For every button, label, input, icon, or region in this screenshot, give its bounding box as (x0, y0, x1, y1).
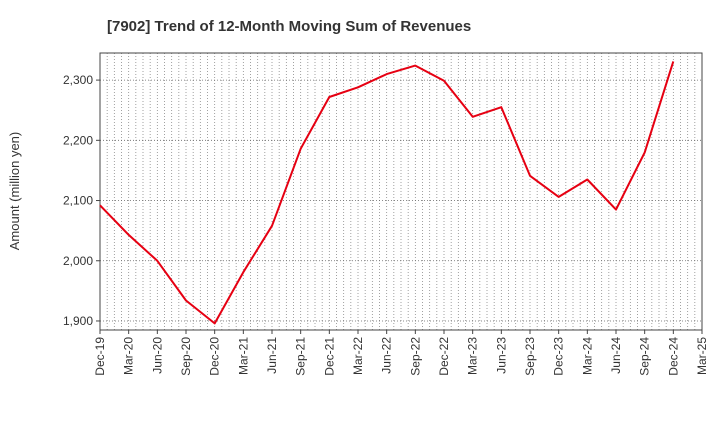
x-tick-label: Dec-24 (666, 337, 680, 376)
x-tick-label: Dec-19 (93, 337, 107, 376)
y-axis-label: Amount (million yen) (7, 132, 22, 251)
y-tick-label: 2,100 (63, 194, 93, 208)
x-tick-label: Mar-20 (122, 337, 136, 375)
y-tick-label: 1,900 (63, 314, 93, 328)
x-tick-label: Sep-24 (638, 337, 652, 376)
series-layer (99, 61, 675, 325)
y-tick-label: 2,300 (63, 73, 93, 87)
x-tick-label: Jun-21 (265, 337, 279, 374)
x-tick-label: Sep-21 (294, 337, 308, 376)
x-tick-label: Mar-23 (466, 337, 480, 375)
chart-title: [7902] Trend of 12-Month Moving Sum of R… (107, 18, 471, 35)
x-tick-label: Sep-22 (408, 337, 422, 376)
x-tick-label: Dec-21 (322, 337, 336, 376)
x-tick-label: Dec-22 (437, 337, 451, 376)
x-tick-label: Mar-22 (351, 337, 365, 375)
y-tick-label: 2,200 (63, 133, 93, 147)
x-tick-label: Mar-25 (695, 337, 709, 375)
grid-lines (100, 53, 702, 330)
x-tick-label: Jun-20 (150, 337, 164, 374)
x-tick-label: Mar-24 (580, 337, 594, 375)
x-tick-label: Dec-20 (208, 337, 222, 376)
x-tick-label: Mar-21 (236, 337, 250, 375)
x-tick-label: Sep-20 (179, 337, 193, 376)
x-tick-label: Jun-23 (494, 337, 508, 374)
x-tick-label: Dec-23 (552, 337, 566, 376)
plot-area-frame (99, 52, 703, 331)
y-axis-ticks: 1,900 2,000 2,100 2,200 2,300 (63, 73, 100, 328)
x-tick-label: Jun-24 (609, 337, 623, 374)
x-axis-ticks: Dec-19 Mar-20 Jun-20 Sep-20 Dec-20 Mar-21 Jun-… (93, 330, 709, 376)
series-line (99, 61, 675, 325)
x-tick-label: Jun-22 (380, 337, 394, 374)
y-tick-label: 2,000 (63, 254, 93, 268)
x-tick-label: Sep-23 (523, 337, 537, 376)
